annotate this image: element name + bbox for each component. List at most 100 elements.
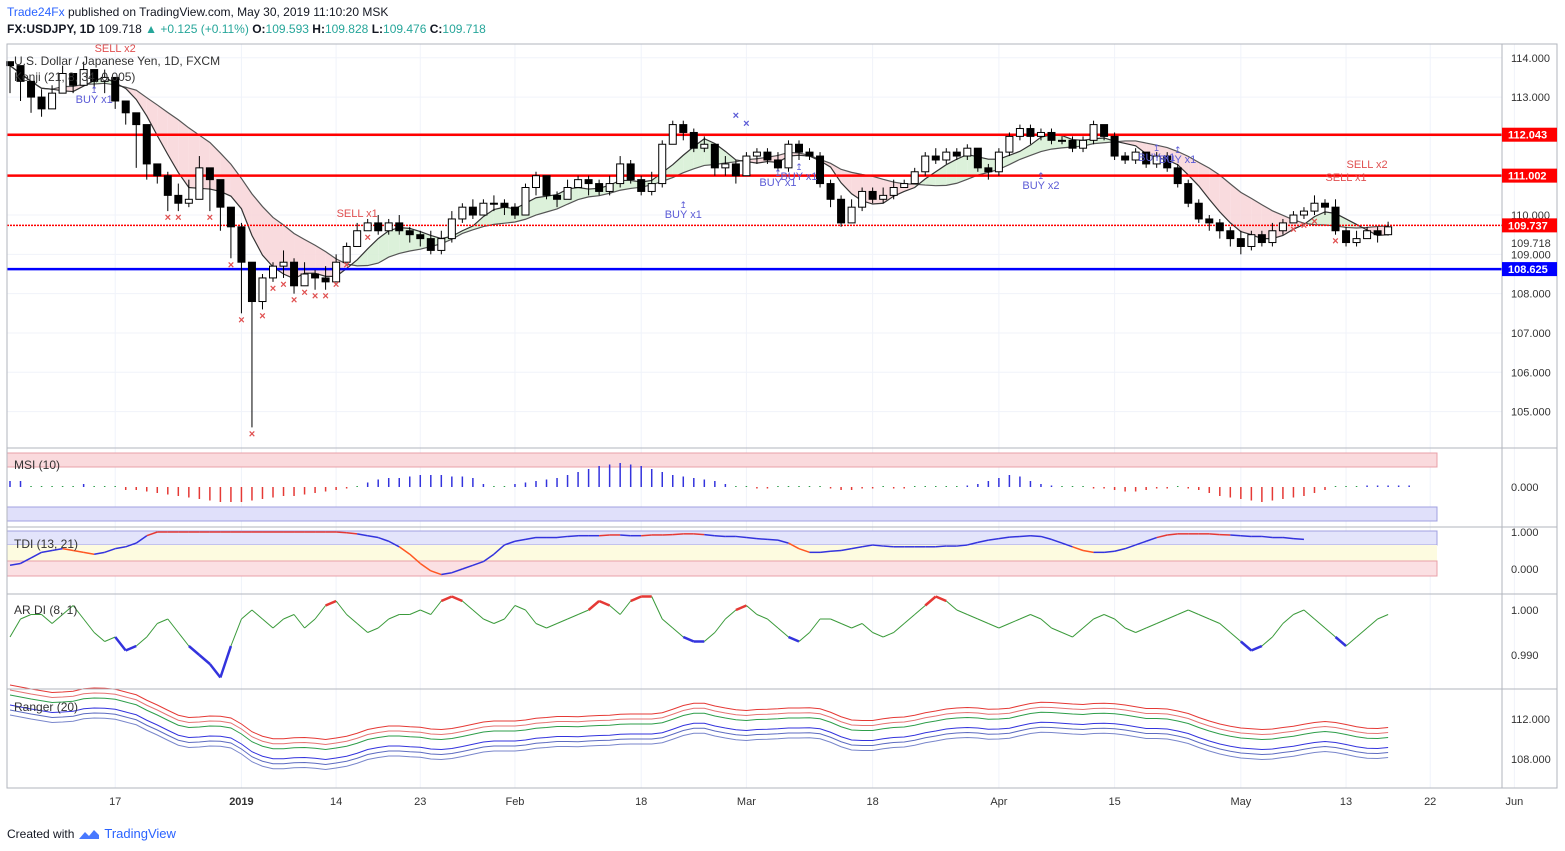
up-triangle-icon: ▲ (145, 22, 157, 36)
ardi-line-segment (830, 618, 842, 624)
candle-up (921, 155, 930, 173)
msi-upper-band (6, 452, 1438, 468)
candle-down (1257, 234, 1266, 244)
tdi-line-segment (704, 533, 715, 537)
candle-up (1247, 234, 1256, 247)
ardi-line-segment (587, 600, 600, 611)
kenji-cloud-segment (1356, 224, 1368, 230)
candle-down (416, 234, 425, 240)
ardi-line-segment (125, 644, 137, 652)
tdi-line-segment (409, 553, 421, 565)
tdi-upper-band (6, 530, 1438, 546)
candle-up (847, 206, 856, 224)
candle-down (1068, 139, 1077, 149)
tradingview-logo-icon (79, 829, 100, 839)
x-tick-label: May (1230, 796, 1251, 808)
ardi-line-segment (272, 618, 284, 629)
ranger-label: Ranger (20) (14, 700, 78, 714)
ardi-line-segment (430, 600, 442, 615)
tdi-line-segment (62, 547, 74, 552)
candle-down (931, 155, 940, 161)
resistance-level-label: 111.002 (1508, 171, 1547, 183)
tdi-line-segment (1009, 535, 1020, 538)
candle-up (1152, 155, 1161, 165)
candle-up (489, 202, 498, 205)
kenji-cloud-segment (1198, 162, 1210, 200)
x-tick-label: 13 (1340, 796, 1352, 808)
open-label: O: (252, 22, 266, 36)
buy-label: BUY x1 (1138, 152, 1175, 164)
x-marker-icon: × (175, 212, 181, 224)
x-marker-icon: × (1311, 216, 1317, 228)
ardi-line-segment (1009, 618, 1021, 624)
tdi-line-segment (935, 545, 947, 548)
ardi-line-segment (787, 635, 800, 643)
candle-down (1226, 230, 1235, 240)
y-tick-label: 108.000 (1511, 289, 1551, 301)
candle-down (1373, 230, 1382, 236)
kenji-cloud-segment (178, 119, 189, 188)
tdi-line-segment (146, 531, 158, 537)
candle-up (195, 167, 204, 200)
ardi-line-segment (146, 623, 158, 638)
candle-up (1079, 139, 1088, 149)
candle-up (647, 183, 656, 192)
y-tick-label: 113.000 (1511, 92, 1550, 104)
tdi-line-segment (1145, 536, 1157, 542)
candle-down (405, 230, 414, 236)
kenji-cloud-segment (1251, 198, 1262, 239)
candle-down (142, 124, 151, 165)
tdi-line-segment (756, 537, 768, 541)
high-value: 109.828 (324, 22, 369, 36)
candle-down (626, 163, 635, 181)
ardi-line-segment (188, 645, 201, 656)
candle-down (216, 179, 225, 208)
candle-down (6, 61, 14, 67)
candle-down (773, 159, 782, 169)
x-tick-label: 2019 (229, 796, 253, 808)
ardi-line-segment (1167, 614, 1178, 620)
published-text: published on TradingView.com, May 30, 20… (67, 5, 389, 19)
tdi-line-segment (956, 544, 968, 547)
publisher-name[interactable]: Trade24Fx (7, 5, 65, 19)
tdi-line-segment (777, 539, 789, 544)
buy-label: BUY x1 (665, 209, 702, 221)
ardi-tick: 1.000 (1511, 605, 1539, 617)
ardi-line-segment (598, 599, 611, 607)
tdi-line-segment (472, 560, 484, 567)
candle-down (237, 226, 246, 263)
candle-up (521, 187, 530, 216)
kenji-cloud-segment (1177, 151, 1189, 175)
support-level-tag (1502, 262, 1557, 277)
ardi-line-segment (703, 632, 716, 642)
ardi-line-segment (998, 623, 1010, 629)
candle-down (1184, 183, 1193, 204)
ardi-line-segment (1334, 636, 1347, 647)
current-level-tag (1502, 218, 1557, 233)
ardi-line-segment (1261, 636, 1273, 647)
candle-up (279, 261, 288, 267)
kenji-cloud-segment (1261, 204, 1273, 239)
y-tick-label: 107.000 (1511, 328, 1551, 340)
candle-down (795, 143, 803, 153)
candle-up (353, 230, 362, 247)
candle-down (290, 261, 299, 287)
ardi-line-segment (725, 609, 737, 620)
candle-down (1215, 222, 1224, 232)
tdi-line-segment (746, 536, 757, 540)
main-chart-title: U.S. Dollar / Japanese Yen, 1D, FXCM (14, 54, 220, 68)
candle-down (1121, 155, 1130, 161)
candle-up (1131, 151, 1140, 161)
candle-down (1100, 124, 1109, 137)
tdi-tick: 1.000 (1511, 527, 1539, 539)
ardi-line-segment (546, 623, 558, 629)
tdi-line-segment (977, 539, 989, 544)
symbol-info: FX:USDJPY, 1D 109.718 ▲ +0.125 (+0.11%) … (7, 22, 486, 36)
candle-up (48, 92, 57, 110)
tdi-line-segment (620, 534, 631, 537)
ardi-line-segment (440, 595, 453, 603)
tradingview-link[interactable]: TradingView (104, 826, 176, 841)
tdi-line-segment (1209, 533, 1220, 536)
candle-up (1268, 230, 1277, 244)
